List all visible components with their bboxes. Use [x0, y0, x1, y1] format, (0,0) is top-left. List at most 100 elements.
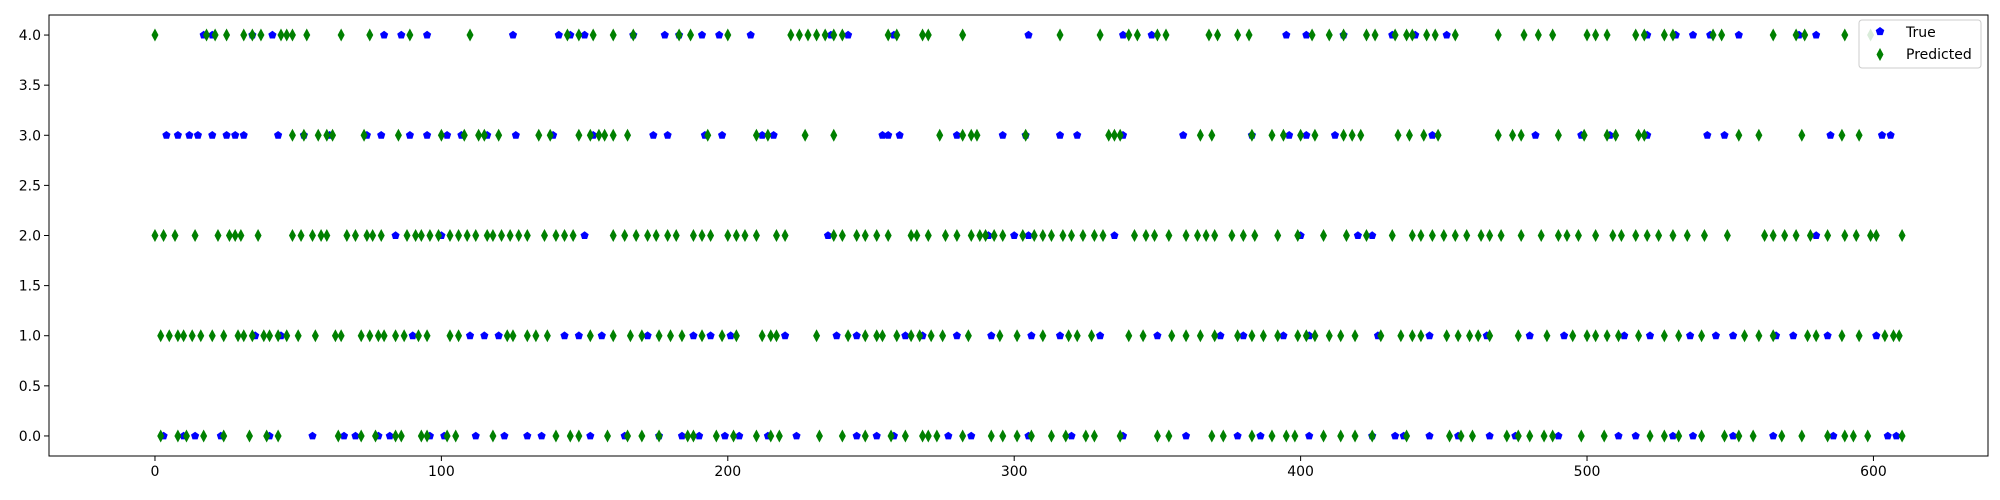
- predicted-point: [1362, 28, 1370, 42]
- true-point: [832, 331, 841, 340]
- predicted-point: [1446, 429, 1454, 443]
- true-point: [423, 30, 432, 39]
- predicted-point: [764, 128, 772, 142]
- predicted-point: [426, 229, 434, 242]
- true-point: [758, 131, 767, 139]
- predicted-point: [360, 128, 368, 142]
- predicted-point: [1867, 229, 1875, 242]
- true-point: [1285, 131, 1294, 139]
- predicted-point: [1274, 229, 1282, 242]
- true-point: [1119, 30, 1128, 39]
- predicted-point: [1824, 229, 1832, 242]
- true-point: [1485, 431, 1494, 440]
- predicted-point: [678, 329, 686, 343]
- predicted-point: [1371, 28, 1379, 42]
- true-point: [1789, 331, 1798, 340]
- predicted-point: [595, 128, 603, 142]
- true-point: [1024, 30, 1033, 39]
- true-point: [663, 131, 672, 139]
- predicted-point: [220, 329, 228, 343]
- true-point: [574, 331, 583, 340]
- predicted-point: [861, 429, 869, 443]
- true-point: [1179, 131, 1188, 139]
- true-point: [308, 431, 317, 440]
- predicted-point: [878, 329, 886, 343]
- predicted-point: [234, 329, 242, 343]
- predicted-point: [174, 329, 182, 343]
- true-point: [351, 431, 360, 440]
- predicted-point: [767, 329, 775, 343]
- predicted-point: [1357, 128, 1365, 142]
- predicted-point: [1769, 229, 1777, 242]
- predicted-point: [1165, 229, 1173, 242]
- predicted-point: [288, 229, 296, 242]
- predicted-point: [1509, 128, 1517, 142]
- predicted-point: [638, 329, 646, 343]
- true-point: [660, 30, 669, 39]
- true-point: [377, 131, 386, 139]
- predicted-point: [294, 329, 302, 343]
- predicted-point: [1698, 329, 1706, 343]
- true-point: [735, 431, 744, 440]
- predicted-point: [804, 28, 812, 42]
- predicted-point: [712, 429, 720, 443]
- predicted-point: [377, 229, 385, 242]
- predicted-point: [924, 28, 932, 42]
- predicted-point: [1214, 28, 1222, 42]
- true-point: [380, 30, 389, 39]
- predicted-point: [337, 28, 345, 42]
- true-point: [1823, 331, 1832, 340]
- predicted-point: [245, 429, 253, 443]
- predicted-point: [1474, 329, 1482, 343]
- predicted-point: [1039, 329, 1047, 343]
- true-point: [769, 131, 778, 139]
- predicted-point: [266, 329, 274, 343]
- predicted-point: [1110, 128, 1118, 142]
- true-point: [1305, 431, 1314, 440]
- true-point: [185, 131, 194, 139]
- true-point: [1525, 331, 1534, 340]
- predicted-point: [1208, 429, 1216, 443]
- y-tick-label: 2.0: [19, 229, 41, 245]
- predicted-point: [758, 329, 766, 343]
- predicted-point: [1099, 229, 1107, 242]
- predicted-point: [489, 429, 497, 443]
- predicted-point: [1251, 229, 1259, 242]
- predicted-point: [1325, 28, 1333, 42]
- predicted-point: [414, 329, 422, 343]
- predicted-point: [254, 229, 262, 242]
- true-point: [643, 331, 652, 340]
- predicted-point: [1308, 28, 1316, 42]
- predicted-point: [1294, 229, 1302, 242]
- predicted-point: [403, 229, 411, 242]
- true-point: [508, 30, 518, 39]
- predicted-point: [369, 229, 377, 242]
- legend: True Predicted: [1858, 19, 1982, 69]
- predicted-point: [1468, 429, 1476, 443]
- predicted-point: [652, 229, 660, 242]
- predicted-point: [609, 28, 617, 42]
- true-point: [1560, 331, 1569, 340]
- predicted-point: [801, 128, 809, 142]
- predicted-point: [357, 429, 365, 443]
- legend-label-true: True: [1905, 25, 1936, 41]
- true-point: [397, 30, 406, 39]
- predicted-point: [1153, 28, 1161, 42]
- predicted-point: [288, 28, 296, 42]
- true-point: [1720, 131, 1729, 139]
- predicted-point: [334, 429, 342, 443]
- true-point: [443, 131, 452, 139]
- y-axis: 0.0 0.5 1.0 1.5 2.0 2.5 3.0 3.5 4.0: [19, 28, 49, 445]
- true-point: [1892, 431, 1901, 440]
- predicted-point: [1294, 329, 1302, 343]
- predicted-point: [297, 229, 305, 242]
- predicted-point: [667, 329, 675, 343]
- true-point: [268, 30, 277, 39]
- true-point: [844, 30, 853, 39]
- predicted-point: [873, 329, 881, 343]
- predicted-point: [893, 329, 901, 343]
- predicted-point: [1451, 28, 1459, 42]
- predicted-point: [394, 128, 402, 142]
- predicted-point: [1067, 229, 1075, 242]
- predicted-point: [1852, 229, 1860, 242]
